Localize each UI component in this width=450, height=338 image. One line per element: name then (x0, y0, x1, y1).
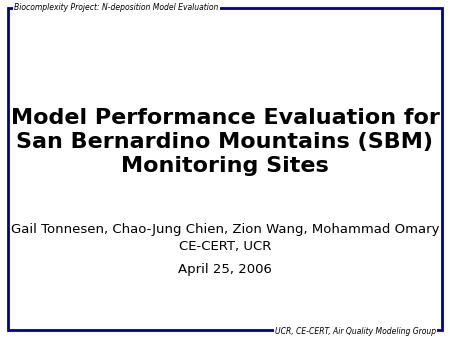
Text: April 25, 2006: April 25, 2006 (178, 263, 272, 276)
Text: Biocomplexity Project: N-deposition Model Evaluation: Biocomplexity Project: N-deposition Mode… (14, 2, 218, 11)
Text: UCR, CE-CERT, Air Quality Modeling Group: UCR, CE-CERT, Air Quality Modeling Group (275, 327, 436, 336)
Text: Model Performance Evaluation for
San Bernardino Mountains (SBM)
Monitoring Sites: Model Performance Evaluation for San Ber… (10, 108, 440, 176)
Text: Gail Tonnesen, Chao-Jung Chien, Zion Wang, Mohammad Omary
CE-CERT, UCR: Gail Tonnesen, Chao-Jung Chien, Zion Wan… (11, 223, 439, 253)
